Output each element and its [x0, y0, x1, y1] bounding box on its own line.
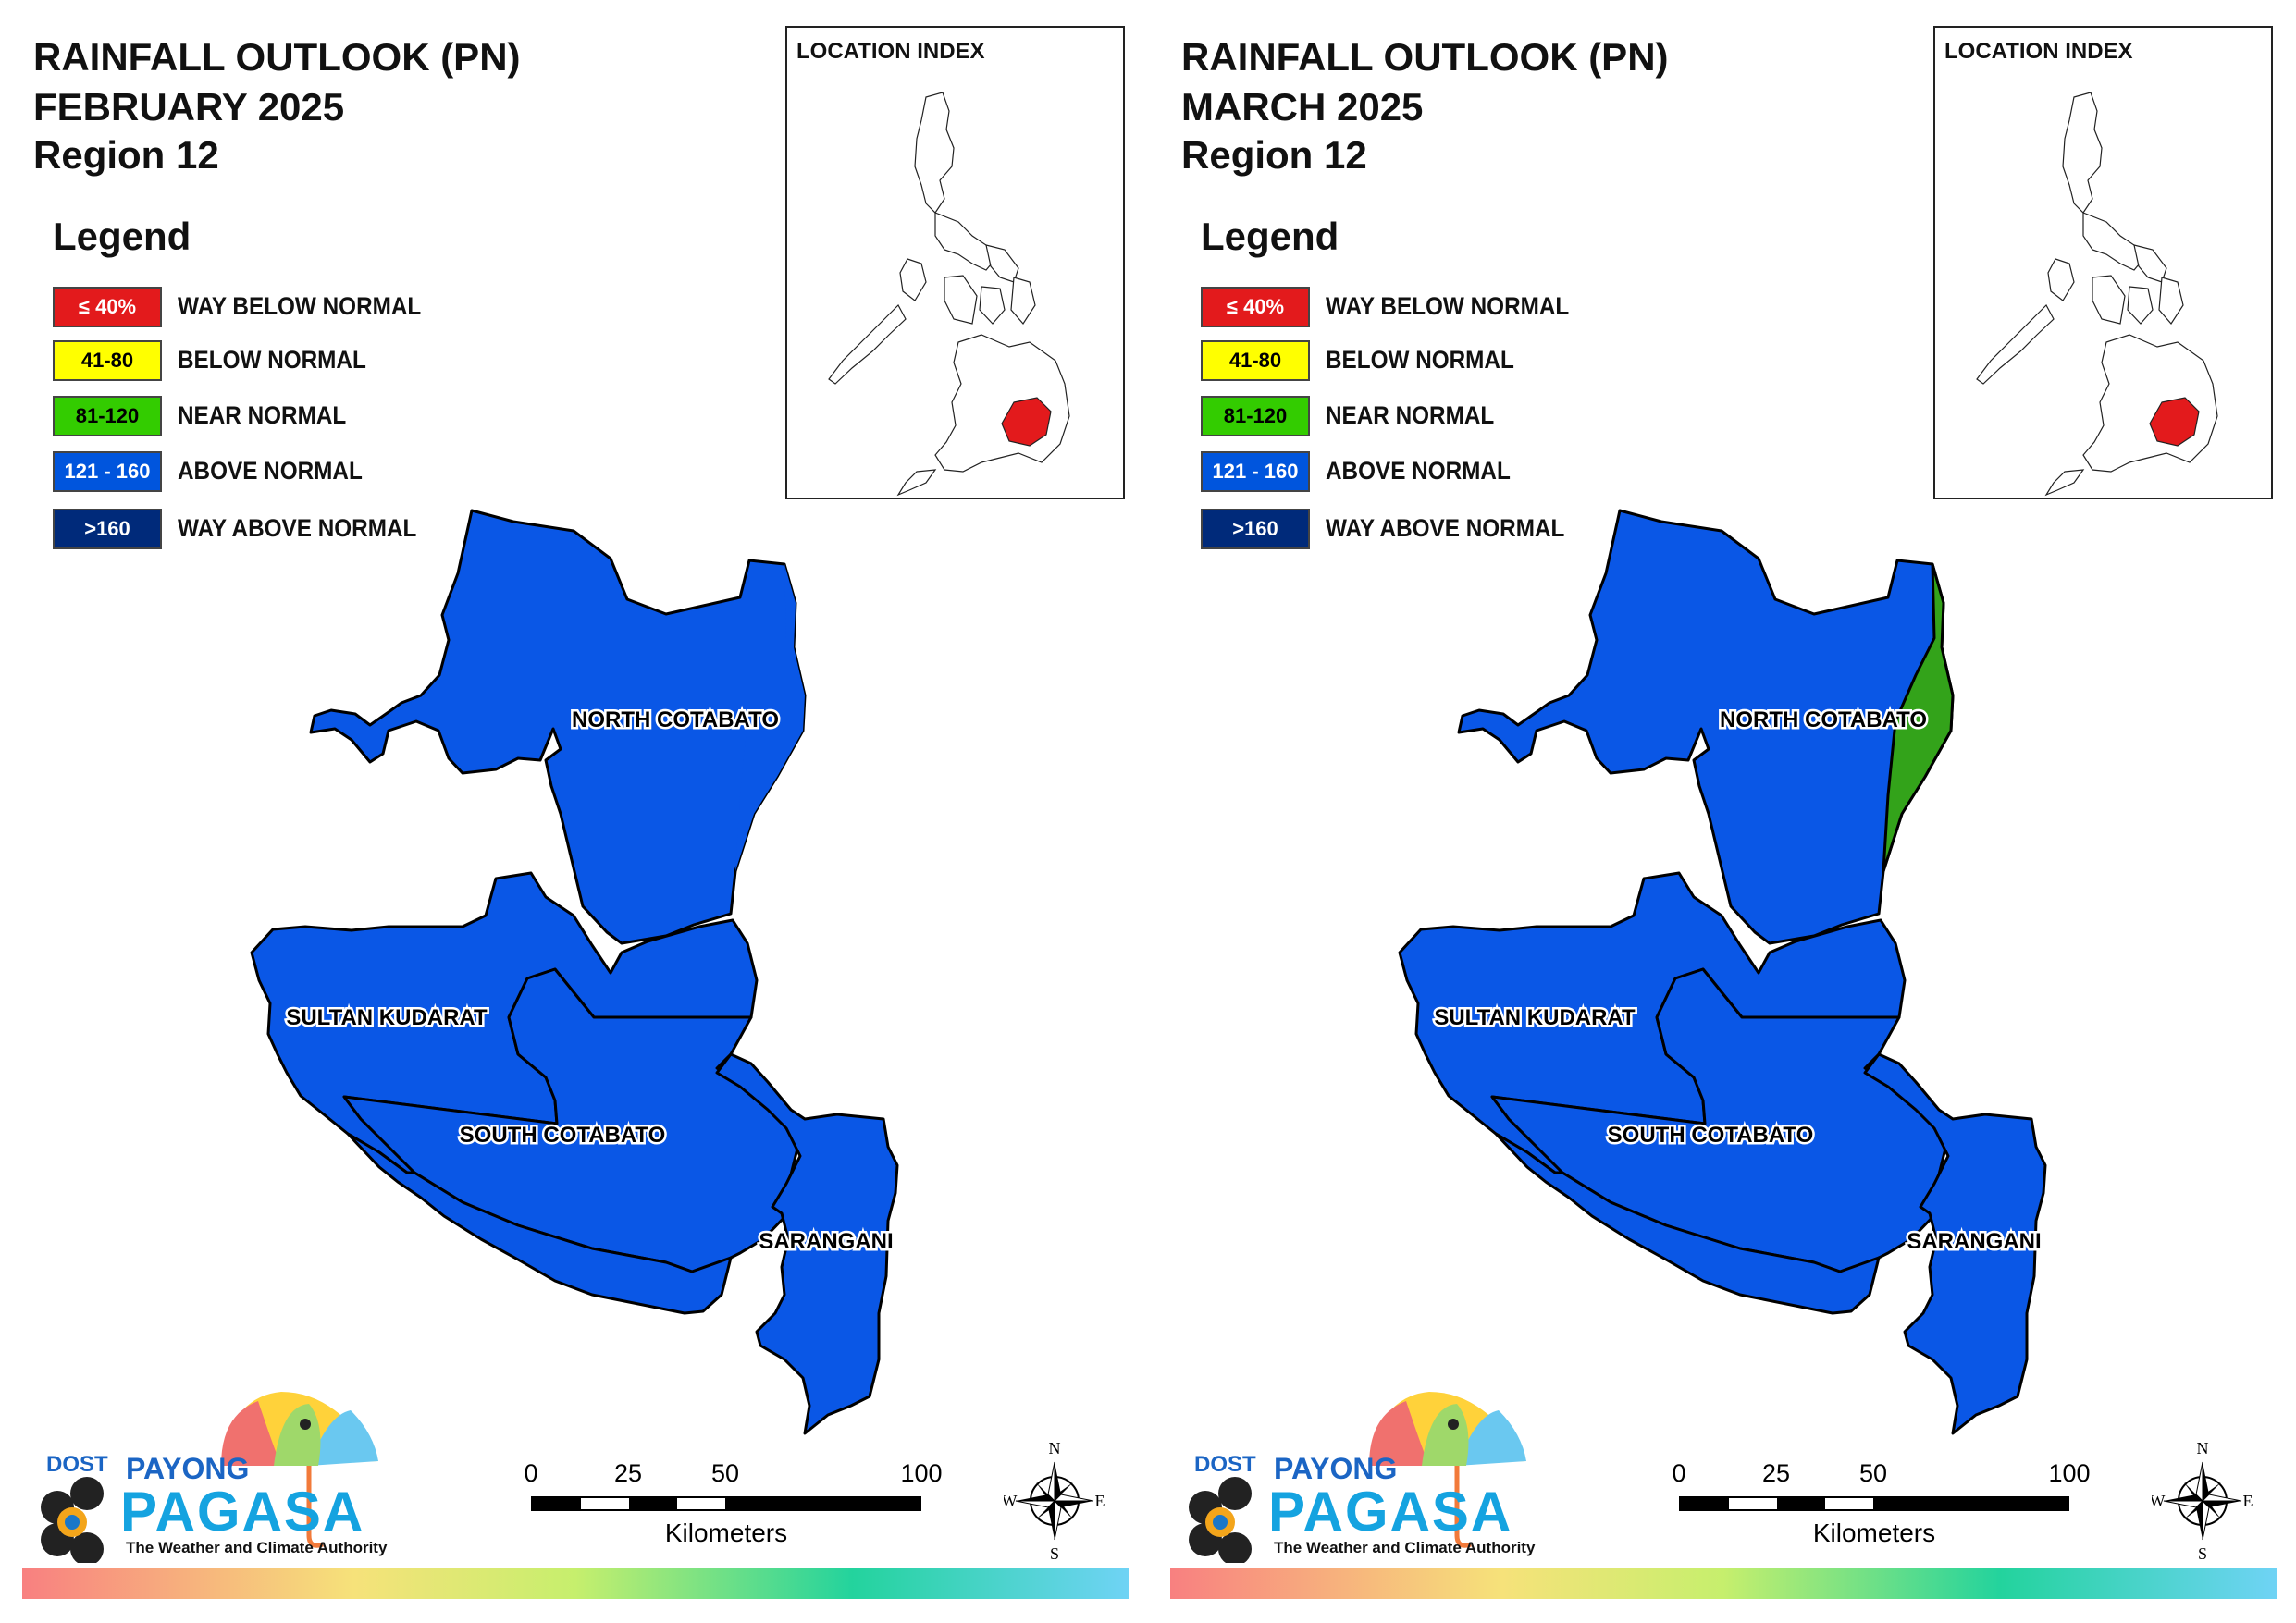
label-sultan-kudarat: SULTAN KUDARAT [286, 1005, 488, 1030]
compass-s: S [1050, 1544, 1059, 1561]
tagline-text: The Weather and Climate Authority [126, 1539, 388, 1556]
umbrella-logo-graphic [1189, 1392, 1526, 1566]
compass-e: E [2243, 1492, 2253, 1510]
pagasa-text: PAGASA [120, 1481, 365, 1543]
legend-label: ABOVE NORMAL [178, 457, 363, 485]
legend-swatch: 41-80 [1201, 340, 1310, 381]
payong-pagasa-logo: DOST PAYONG PAGASA The Weather and Clima… [1179, 1387, 1568, 1566]
region-12-map: NORTH COTABATO SULTAN KUDARAT SOUTH COTA… [250, 509, 899, 1435]
south-cotabato-coast [1494, 1132, 1881, 1315]
legend-label: NEAR NORMAL [1326, 401, 1495, 429]
inset-title: LOCATION INDEX [1944, 39, 2133, 64]
label-north-cotabato: NORTH COTABATO [1720, 707, 1927, 732]
legend-swatch: 41-80 [53, 340, 162, 381]
legend-swatch: >160 [53, 509, 162, 549]
scale-tick-25: 25 [1761, 1459, 1791, 1487]
compass-n: N [1049, 1441, 1061, 1457]
scale-unit: Kilometers [1812, 1518, 1936, 1547]
region-12-map: NORTH COTABATO SULTAN KUDARAT SOUTH COTA… [1398, 509, 2047, 1435]
compass-e: E [1095, 1492, 1105, 1510]
map-month: FEBRUARY 2025 [33, 85, 345, 129]
legend-label: BELOW NORMAL [1326, 346, 1514, 374]
legend-label: WAY BELOW NORMAL [1326, 292, 1570, 320]
legend-swatch: 81-120 [1201, 396, 1310, 436]
north-cotabato-east [1882, 562, 1955, 873]
label-south-cotabato: SOUTH COTABATO [460, 1123, 666, 1148]
legend-label: NEAR NORMAL [178, 401, 347, 429]
map-month: MARCH 2025 [1181, 85, 1424, 129]
north-cotabato-east [735, 564, 805, 871]
legend-swatch: 121 - 160 [1201, 451, 1310, 492]
map-region: Region 12 [1181, 133, 1367, 177]
dost-text: DOST [46, 1452, 108, 1477]
south-cotabato-coast [346, 1132, 733, 1315]
sarangani [1863, 1052, 2047, 1435]
compass-w: W [1004, 1492, 1018, 1510]
dost-text: DOST [1194, 1452, 1256, 1477]
province-labels: NORTH COTABATO SULTAN KUDARAT SOUTH COTA… [1432, 706, 2043, 1257]
scale-bar-graphic [531, 1496, 921, 1511]
location-index-inset: LOCATION INDEX [1933, 26, 2273, 499]
scale-bar: 0 25 50 100 Kilometers [518, 1459, 942, 1552]
compass-n: N [2197, 1441, 2209, 1457]
scale-tick-0: 0 [524, 1459, 538, 1487]
scale-tick-50: 50 [710, 1459, 740, 1487]
footer-gradient-strip [22, 1568, 1129, 1599]
label-north-cotabato: NORTH COTABATO [572, 707, 779, 732]
compass-w: W [2152, 1492, 2166, 1510]
scale-tick-100: 100 [900, 1459, 943, 1487]
legend-swatch: 81-120 [53, 396, 162, 436]
legend-title: Legend [53, 215, 191, 258]
payong-text: PAYONG [126, 1452, 250, 1485]
map-title: RAINFALL OUTLOOK (PN) [1181, 35, 1669, 79]
scale-bar-graphic [1679, 1496, 2069, 1511]
scale-tick-50: 50 [1858, 1459, 1888, 1487]
map-region: Region 12 [33, 133, 219, 177]
legend-swatch: >160 [1201, 509, 1310, 549]
philippines-locator-map [1976, 92, 2218, 497]
payong-pagasa-logo: DOST PAYONG PAGASA The Weather and Clima… [31, 1387, 420, 1566]
label-south-cotabato: SOUTH COTABATO [1608, 1123, 1814, 1148]
legend-label: ABOVE NORMAL [1326, 457, 1511, 485]
region-12-highlight [2149, 397, 2200, 447]
map-title: RAINFALL OUTLOOK (PN) [33, 35, 521, 79]
footer-gradient-strip [1170, 1568, 2277, 1599]
label-sultan-kudarat: SULTAN KUDARAT [1434, 1005, 1636, 1030]
scale-bar: 0 25 50 100 Kilometers [1666, 1459, 2090, 1552]
tagline-text: The Weather and Climate Authority [1274, 1539, 1536, 1556]
compass-rose-icon: N S E W [1002, 1439, 1105, 1563]
inset-title: LOCATION INDEX [796, 39, 985, 64]
sarangani [715, 1052, 899, 1435]
compass-rose-icon: N S E W [2150, 1439, 2253, 1563]
payong-text: PAYONG [1274, 1452, 1398, 1485]
march-outlook-panel: RAINFALL OUTLOOK (PN) MARCH 2025 Region … [1148, 0, 2296, 1623]
location-index-inset: LOCATION INDEX [785, 26, 1125, 499]
scale-unit: Kilometers [664, 1518, 788, 1547]
scale-tick-0: 0 [1672, 1459, 1686, 1487]
pagasa-text: PAGASA [1268, 1481, 1513, 1543]
legend-label: WAY ABOVE NORMAL [178, 514, 417, 542]
legend-title: Legend [1201, 215, 1339, 258]
legend-swatch: ≤ 40% [1201, 287, 1310, 327]
legend-label: BELOW NORMAL [178, 346, 366, 374]
scale-tick-25: 25 [613, 1459, 643, 1487]
compass-s: S [2198, 1544, 2207, 1561]
philippines-locator-map [828, 92, 1070, 497]
umbrella-logo-graphic [41, 1392, 378, 1566]
scale-tick-100: 100 [2048, 1459, 2091, 1487]
legend-swatch: 121 - 160 [53, 451, 162, 492]
region-12-highlight [1001, 397, 1052, 447]
legend-label: WAY BELOW NORMAL [178, 292, 422, 320]
label-sarangani: SARANGANI [759, 1229, 893, 1254]
legend-label: WAY ABOVE NORMAL [1326, 514, 1565, 542]
february-outlook-panel: RAINFALL OUTLOOK (PN) FEBRUARY 2025 Regi… [22, 26, 1129, 1599]
label-sarangani: SARANGANI [1907, 1229, 2041, 1254]
legend-swatch: ≤ 40% [53, 287, 162, 327]
province-labels: NORTH COTABATO SULTAN KUDARAT SOUTH COTA… [284, 706, 895, 1257]
